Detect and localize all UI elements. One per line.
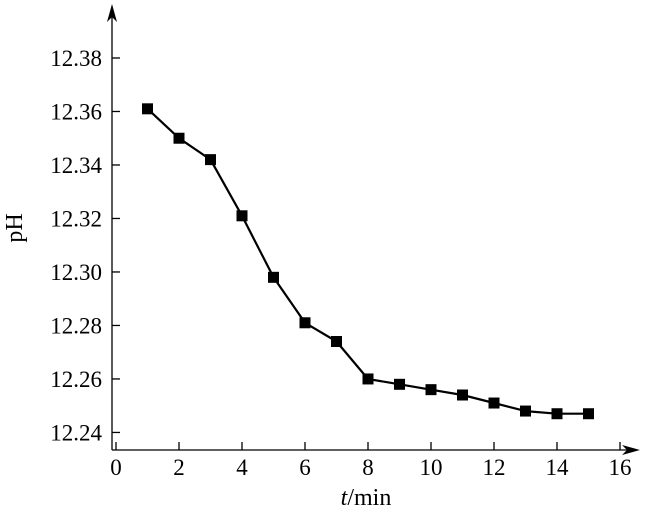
y-tick-label: 12.30 <box>50 260 102 285</box>
x-tick-label: 6 <box>299 455 311 480</box>
y-tick-label: 12.32 <box>50 206 102 231</box>
y-axis-arrow <box>107 4 117 22</box>
x-axis-arrow <box>622 445 640 455</box>
data-point <box>331 336 342 348</box>
x-tick-label: 8 <box>362 455 374 480</box>
series <box>142 103 594 420</box>
x-ticks: 0 2 4 6 8 10 12 14 16 <box>110 442 632 480</box>
x-tick-label: 2 <box>173 455 185 480</box>
data-point <box>520 405 531 417</box>
data-point <box>142 103 153 115</box>
data-point <box>299 317 311 329</box>
x-axis-title: t/min <box>341 485 392 511</box>
data-point <box>268 271 279 283</box>
x-tick-label: 12 <box>483 455 506 480</box>
y-tick-label: 12.24 <box>50 420 102 445</box>
data-point <box>425 384 437 396</box>
y-tick-label: 12.34 <box>50 153 102 178</box>
data-point <box>173 132 185 144</box>
y-tick-label: 12.28 <box>50 313 102 338</box>
data-point <box>488 397 500 409</box>
data-point <box>205 154 216 166</box>
x-tick-label: 16 <box>609 455 632 480</box>
y-ticks: 12.24 12.26 12.28 12.30 12.32 12.34 12.36 12.38 <box>50 46 120 445</box>
data-point <box>457 389 468 401</box>
data-point <box>583 408 594 420</box>
x-axis-title-var: t <box>341 485 349 511</box>
x-tick-label: 10 <box>420 455 443 480</box>
x-axis-title-unit: /min <box>347 485 391 511</box>
data-point <box>236 210 248 222</box>
x-tick-label: 0 <box>110 455 122 480</box>
x-tick-label: 4 <box>236 455 248 480</box>
data-point <box>362 373 374 385</box>
data-point <box>551 408 563 420</box>
y-axis-title: pH <box>2 213 28 242</box>
x-tick-label: 14 <box>546 455 570 480</box>
y-tick-label: 12.36 <box>50 99 102 124</box>
axes <box>107 4 640 455</box>
data-point <box>394 378 405 390</box>
y-tick-label: 12.26 <box>50 367 102 392</box>
y-tick-label: 12.38 <box>50 46 102 71</box>
